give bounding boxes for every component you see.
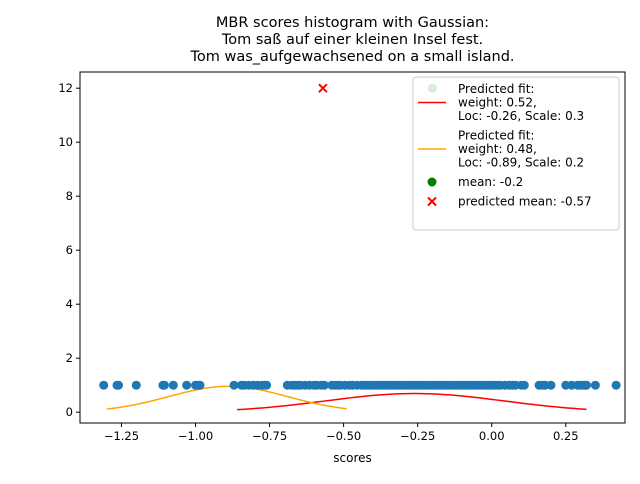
legend-label: weight: 0.52, [458, 96, 537, 110]
y-tick-label: 6 [66, 243, 73, 257]
score-point [519, 380, 529, 390]
score-point [168, 380, 178, 390]
legend-label: weight: 0.48, [458, 142, 537, 156]
predicted-mean-stroke [318, 83, 328, 93]
score-point [99, 380, 109, 390]
score-point [611, 380, 621, 390]
legend-label: Predicted fit: [458, 129, 534, 143]
y-axis-ticks: 0 2 4 6 8 10 12 [58, 81, 80, 419]
x-tick-label: −0.75 [252, 429, 287, 443]
score-point [229, 380, 239, 390]
score-point [159, 380, 169, 390]
chart-title-line: Tom was_aufgewachsened on a small island… [189, 49, 514, 65]
y-tick-label: 10 [58, 135, 73, 149]
score-point [546, 380, 556, 390]
x-tick-label: −1.25 [104, 429, 139, 443]
axes-frame [79, 71, 626, 424]
score-point [195, 380, 205, 390]
legend-label: Loc: -0.26, Scale: 0.3 [458, 109, 584, 123]
score-point [114, 380, 124, 390]
x-axis-label: scores [333, 451, 372, 465]
score-point [590, 380, 600, 390]
legend-label: predicted mean: -0.57 [458, 195, 592, 209]
legend-swatch-mean [427, 177, 437, 187]
legend-swatch-stroke [427, 196, 437, 207]
x-tick-label: 0.25 [553, 429, 579, 443]
y-tick-label: 8 [66, 189, 73, 203]
fit-curve-red [236, 392, 587, 411]
y-tick-label: 12 [58, 81, 73, 95]
y-tick-label: 4 [66, 297, 73, 311]
legend: Predicted fit:weight: 0.52,Loc: -0.26, S… [412, 76, 620, 231]
score-point [319, 380, 329, 390]
legend-swatch-predicted-mean [427, 196, 437, 207]
score-point [182, 380, 192, 390]
x-tick-label: −0.25 [400, 429, 435, 443]
score-point [581, 380, 591, 390]
x-tick-label: −1.00 [178, 429, 213, 443]
legend-box [412, 76, 620, 231]
y-tick-label: 2 [66, 351, 73, 365]
x-axis-ticks: −1.25 −1.00 −0.75 −0.50 −0.25 0.00 0.25 [104, 423, 579, 443]
chart-title-line: MBR scores histogram with Gaussian: [216, 15, 489, 31]
score-point [131, 380, 141, 390]
chart-title-line: Tom saß auf einer kleinen Insel fest. [221, 32, 483, 48]
fit-curve-orange [106, 385, 347, 410]
x-tick-label: 0.00 [479, 429, 505, 443]
legend-label: mean: -0.2 [458, 175, 523, 189]
score-point [262, 380, 272, 390]
y-tick-label: 0 [66, 405, 73, 419]
fit-curves [106, 385, 587, 411]
chart-title: MBR scores histogram with Gaussian:Tom s… [189, 15, 514, 65]
x-tick-label: −0.50 [326, 429, 361, 443]
score-points [99, 380, 621, 390]
legend-label: Predicted fit: [458, 82, 534, 96]
predicted-mean-point [318, 83, 328, 93]
legend-label: Loc: -0.89, Scale: 0.2 [458, 156, 584, 170]
